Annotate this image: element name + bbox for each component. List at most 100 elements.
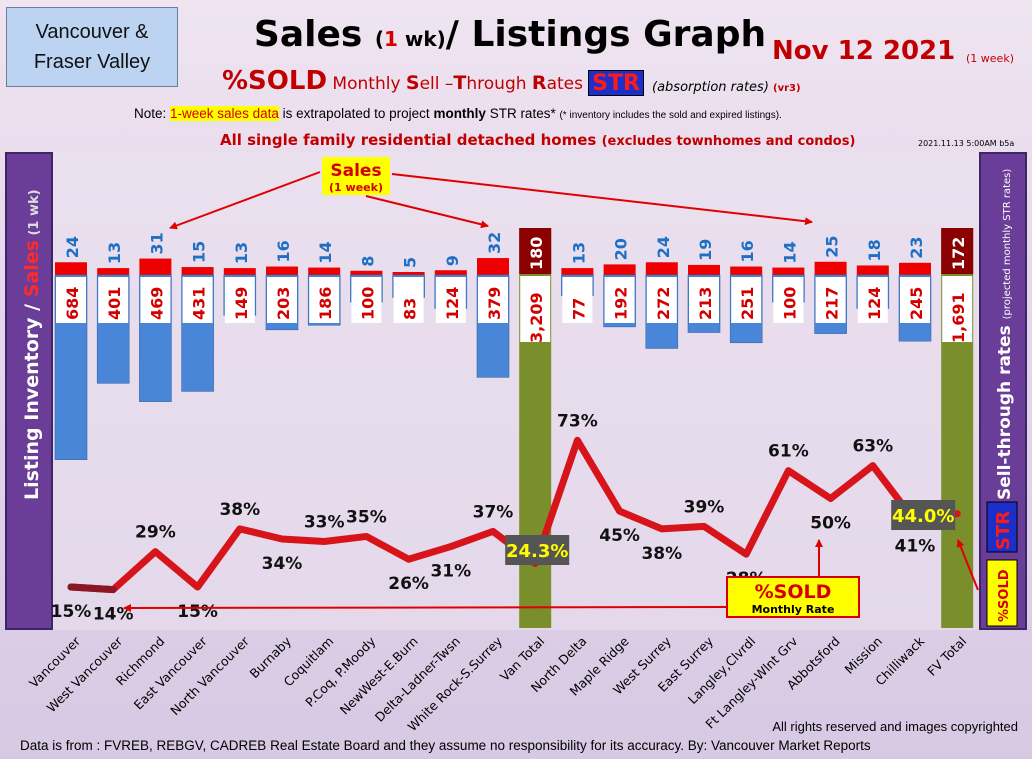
report-date: Nov 12 2021 (772, 36, 956, 66)
inventory-label-box (815, 277, 846, 323)
sales-value-label: 9 (443, 255, 462, 266)
str-value-label: 41% (895, 536, 936, 556)
inventory-value-label: 186 (316, 287, 335, 320)
version-tag: (vr3) (773, 83, 801, 94)
inventory-label-box (267, 277, 297, 323)
sales-value-label: 180 (527, 237, 546, 270)
inventory-label-box (604, 277, 635, 323)
inventory-value-label: 1,691 (949, 292, 968, 343)
subtitle-hrough: hrough (466, 74, 532, 94)
inventory-label-box (520, 276, 551, 342)
sales-bar (392, 272, 425, 275)
inventory-value-label: 217 (823, 287, 842, 320)
sales-bar (856, 265, 889, 275)
inventory-label-box (182, 277, 213, 323)
inventory-label-box (900, 277, 930, 323)
svg-text:Sales: Sales (330, 161, 381, 181)
scope-note: All single family residential detached h… (220, 131, 855, 149)
right-axis-pct-badge: %SOLD (986, 559, 1018, 627)
inventory-label-box (562, 277, 593, 323)
inventory-value-label: 401 (105, 287, 124, 320)
sales-value-label: 172 (949, 237, 968, 270)
inventory-value-label: 213 (696, 287, 715, 320)
subtitle-ates: ates (546, 74, 583, 94)
sales-value-label: 13 (105, 242, 124, 264)
sales-bar (55, 262, 87, 275)
total-str-box (505, 535, 570, 565)
str-value-label: 61% (768, 442, 809, 462)
str-value-label: 38% (641, 544, 682, 564)
str-value-label: 35% (346, 507, 387, 527)
subtitle: %SOLD Monthly Sell –Through Rates (222, 66, 583, 96)
str-value-label: 39% (684, 497, 725, 517)
sales-value-label: 16 (274, 240, 293, 262)
inventory-label-box (224, 277, 255, 323)
sales-value-label: 15 (190, 241, 209, 263)
right-axis-str-badge: STR (986, 501, 1018, 553)
inventory-value-label: 149 (232, 287, 251, 320)
inventory-value-label: 3,209 (527, 292, 546, 343)
inventory-value-label: 77 (569, 298, 588, 320)
sales-value-label: 8 (358, 256, 377, 267)
total-str-label: 24.3% (506, 541, 568, 562)
str-value-label: 45% (599, 526, 640, 546)
inventory-label-box (731, 277, 762, 323)
sales-value-label: 5 (401, 257, 420, 268)
sales-bar (603, 264, 636, 275)
str-value-label: 37% (473, 502, 514, 522)
right-axis-title: Sell-through rates (projected monthly ST… (995, 169, 1015, 500)
absorption-text: (absorption rates) (652, 80, 774, 95)
svg-text:Monthly Rate: Monthly Rate (752, 603, 835, 616)
title-wk: wk) (397, 27, 446, 51)
scope-small: (excludes townhomes and condos) (601, 134, 856, 149)
str-line-start-segment (67, 583, 117, 594)
inventory-value-label: 245 (907, 287, 926, 320)
subtitle-t: T (453, 72, 467, 94)
left-axis-panel (5, 152, 53, 630)
inventory-label-box (393, 277, 424, 323)
sales-bar (688, 264, 720, 275)
sales-value-label: 16 (738, 240, 757, 262)
title-one: 1 (383, 27, 398, 51)
sales-value-label: 31 (147, 232, 166, 254)
inventory-value-label: 192 (612, 287, 631, 320)
inventory-value-label: 251 (738, 287, 757, 320)
sales-bar (899, 262, 931, 275)
str-value-label: 29% (135, 523, 176, 543)
sales-value-label: 23 (907, 237, 926, 259)
sales-value-label: 20 (612, 238, 631, 260)
str-value-label: 33% (304, 513, 345, 533)
timestamp: 2021.11.13 5:00AM b5a (918, 139, 1015, 148)
note-highlight: 1-week sales data (170, 106, 279, 121)
inventory-label-box (857, 277, 888, 323)
inventory-label-box (942, 276, 973, 342)
subtitle-pct: %SOLD (222, 66, 328, 96)
note-mid2: STR rates* (485, 106, 560, 121)
svg-text:(1 week): (1 week) (329, 181, 383, 194)
note-small: (* inventory includes the sold and expir… (559, 110, 782, 121)
title-open-paren: ( (374, 27, 384, 51)
note-line: Note: 1-week sales data is extrapolated … (134, 106, 782, 121)
sales-bar (266, 266, 298, 275)
absorption-note: (absorption rates) (vr3) (652, 80, 801, 95)
sales-value-label: 13 (569, 242, 588, 264)
sales-bar (181, 267, 214, 275)
note-mid: is extrapolated to project (278, 106, 434, 121)
inventory-label-box (98, 277, 129, 323)
total-sales-box (519, 228, 552, 274)
x-tick-label: FV Total (924, 634, 969, 679)
sales-value-label: 24 (63, 236, 82, 258)
inventory-value-label: 124 (865, 287, 884, 320)
footer-source: Data is from : FVREB, REBGV, CADREB Real… (20, 738, 871, 753)
inventory-value-label: 469 (147, 287, 166, 320)
sales-bar (350, 270, 383, 275)
x-tick-label: North Vancouver (167, 633, 252, 718)
str-value-label: 38% (219, 500, 260, 520)
left-axis-title: Listing Inventory / Sales (1 wk) (21, 189, 43, 500)
region-line-1: Vancouver & (35, 21, 149, 43)
inventory-value-label: 83 (401, 298, 420, 320)
total-sales-box (941, 228, 974, 274)
str-badge: STR (588, 70, 644, 96)
sales-value-label: 24 (654, 236, 673, 258)
x-tick-label: East Vancouver (131, 633, 211, 713)
